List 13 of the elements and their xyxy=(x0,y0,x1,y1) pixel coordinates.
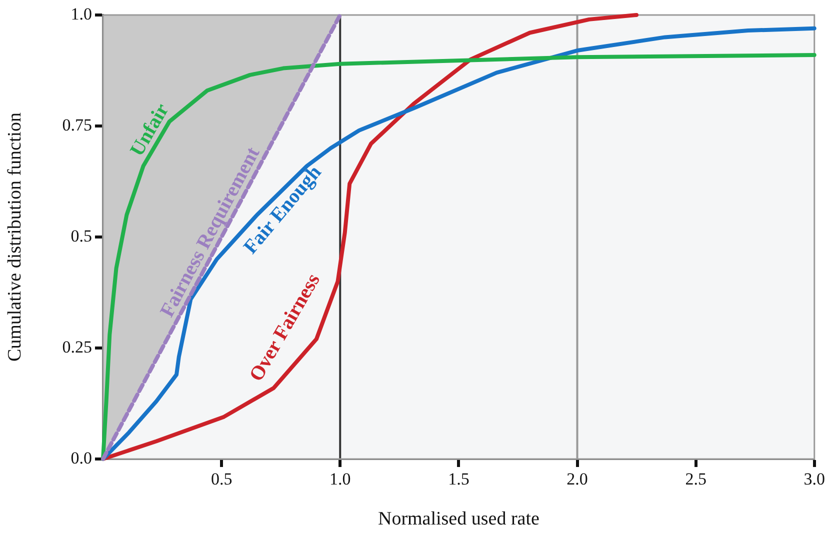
y-tick-label: 0.0 xyxy=(70,448,92,468)
x-axis-title: Normalised used rate xyxy=(378,508,540,530)
x-tick-label: 1.0 xyxy=(330,470,351,489)
y-axis-title: Cumulative distribution function xyxy=(4,112,26,362)
y-tick-label: 0.75 xyxy=(62,115,92,134)
y-tick-label: 0.5 xyxy=(70,226,92,246)
x-tick-label: 0.5 xyxy=(210,470,232,489)
x-tick-label: 3.0 xyxy=(804,470,825,489)
x-tick-label: 1.5 xyxy=(448,470,470,489)
x-tick-label: 2.5 xyxy=(685,470,706,489)
x-tick-label: 2.0 xyxy=(566,470,588,489)
y-tick-label: 1.0 xyxy=(70,4,92,24)
y-tick-label: 0.25 xyxy=(62,337,92,356)
